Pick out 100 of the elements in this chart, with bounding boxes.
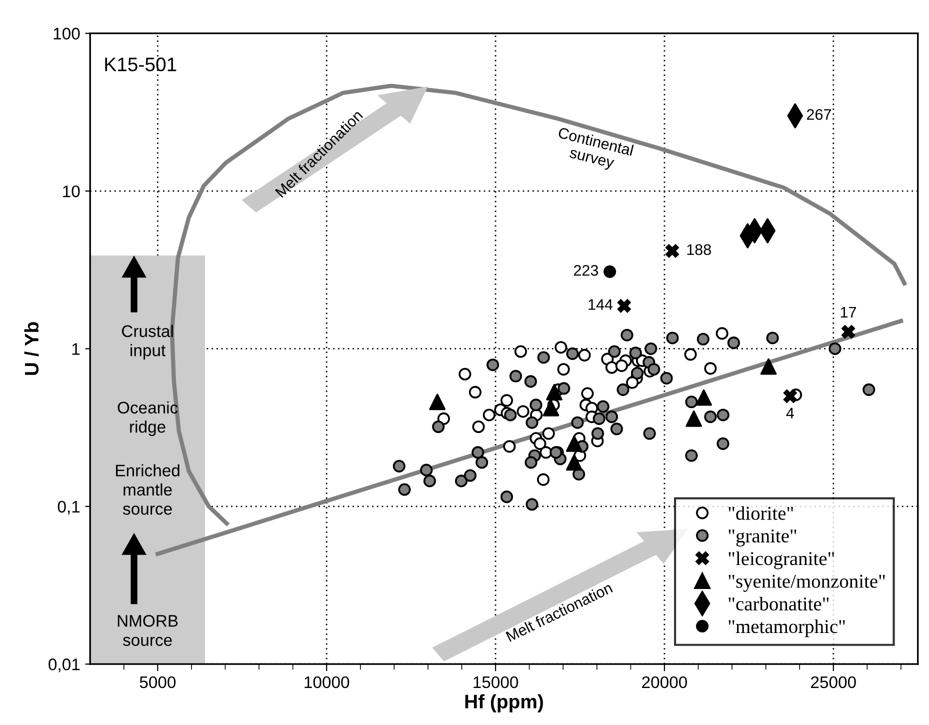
x-tick-label: 15000 [474, 676, 518, 688]
point [666, 332, 679, 344]
point [509, 370, 522, 382]
point [596, 400, 610, 413]
point [617, 298, 632, 313]
point [500, 394, 514, 407]
point [660, 372, 673, 385]
point [716, 408, 730, 422]
point [626, 376, 639, 389]
point [486, 358, 500, 372]
point [578, 348, 591, 362]
annotation: K15-501 [105, 58, 176, 72]
annotation: 4 [786, 408, 794, 418]
point [571, 416, 584, 429]
annotation: 267 [806, 109, 831, 120]
point [615, 359, 628, 372]
point [423, 474, 436, 488]
point [685, 449, 698, 462]
legend-label: "metamorphic" [728, 619, 845, 638]
point [620, 328, 634, 342]
point [468, 386, 482, 398]
point [464, 469, 477, 482]
annotation: 144 [588, 299, 613, 310]
point [504, 408, 517, 422]
x-tick-label: 20000 [642, 676, 687, 688]
point [542, 427, 555, 440]
point [392, 460, 406, 472]
legend-label: "leicogranite" [728, 552, 834, 570]
point [524, 456, 538, 469]
point [398, 483, 411, 496]
point [537, 351, 550, 364]
point [536, 473, 550, 486]
annotation: Crustal input [122, 324, 173, 360]
x-tick-label: 25000 [811, 676, 856, 688]
point [516, 405, 530, 418]
legend-label: "carbonatite" [728, 596, 829, 611]
point [630, 366, 644, 380]
point [558, 382, 570, 395]
point [524, 375, 537, 388]
annotation: Oceanic ridge [118, 401, 178, 436]
point [665, 244, 680, 258]
annotation: Enriched mantle source [116, 464, 180, 515]
point [500, 490, 514, 504]
point [841, 324, 856, 339]
point [629, 346, 642, 360]
point [514, 345, 527, 358]
point [432, 420, 445, 434]
point [581, 387, 594, 400]
point [684, 348, 697, 361]
point [530, 398, 542, 412]
point [643, 427, 656, 440]
point [766, 332, 779, 344]
point [644, 342, 658, 356]
point [542, 400, 560, 416]
point [783, 389, 798, 404]
point [557, 363, 570, 376]
point [476, 456, 488, 469]
point [458, 368, 472, 380]
point [605, 361, 618, 374]
annotation: 17 [840, 307, 856, 318]
point [482, 408, 496, 422]
x-axis-title: Hf (ppm) [465, 694, 543, 712]
point [526, 498, 538, 511]
point [503, 440, 516, 453]
annotation: 188 [687, 244, 711, 256]
y-tick-label: 1 [72, 343, 80, 355]
point [592, 412, 606, 425]
y-tick-label: 0,01 [48, 658, 80, 672]
point [704, 410, 717, 424]
point [566, 435, 582, 452]
point [648, 363, 660, 376]
x-tick-label: 5000 [140, 676, 176, 688]
point [716, 327, 728, 340]
x-tick-label: 10000 [304, 676, 350, 688]
point [454, 474, 468, 488]
legend-label: "granite" [728, 529, 796, 547]
point [591, 427, 604, 440]
point [472, 446, 484, 459]
legend-label: "syenite/monzonite" [728, 574, 885, 592]
legend-label: "diorite" [728, 506, 793, 520]
y-tick-label: 100 [54, 28, 80, 40]
point [429, 394, 446, 410]
point [526, 416, 538, 429]
point [696, 389, 712, 406]
point [420, 464, 433, 476]
point [828, 342, 842, 356]
point [696, 332, 710, 346]
point [862, 383, 876, 396]
point [760, 358, 777, 375]
point [605, 410, 618, 424]
point [716, 437, 730, 450]
point [616, 383, 630, 396]
point [566, 454, 582, 471]
point [566, 347, 579, 360]
y-tick-label: 10 [63, 185, 80, 198]
point [685, 396, 698, 408]
point [546, 384, 562, 400]
point [610, 422, 623, 436]
point [727, 336, 740, 350]
point [534, 437, 546, 450]
